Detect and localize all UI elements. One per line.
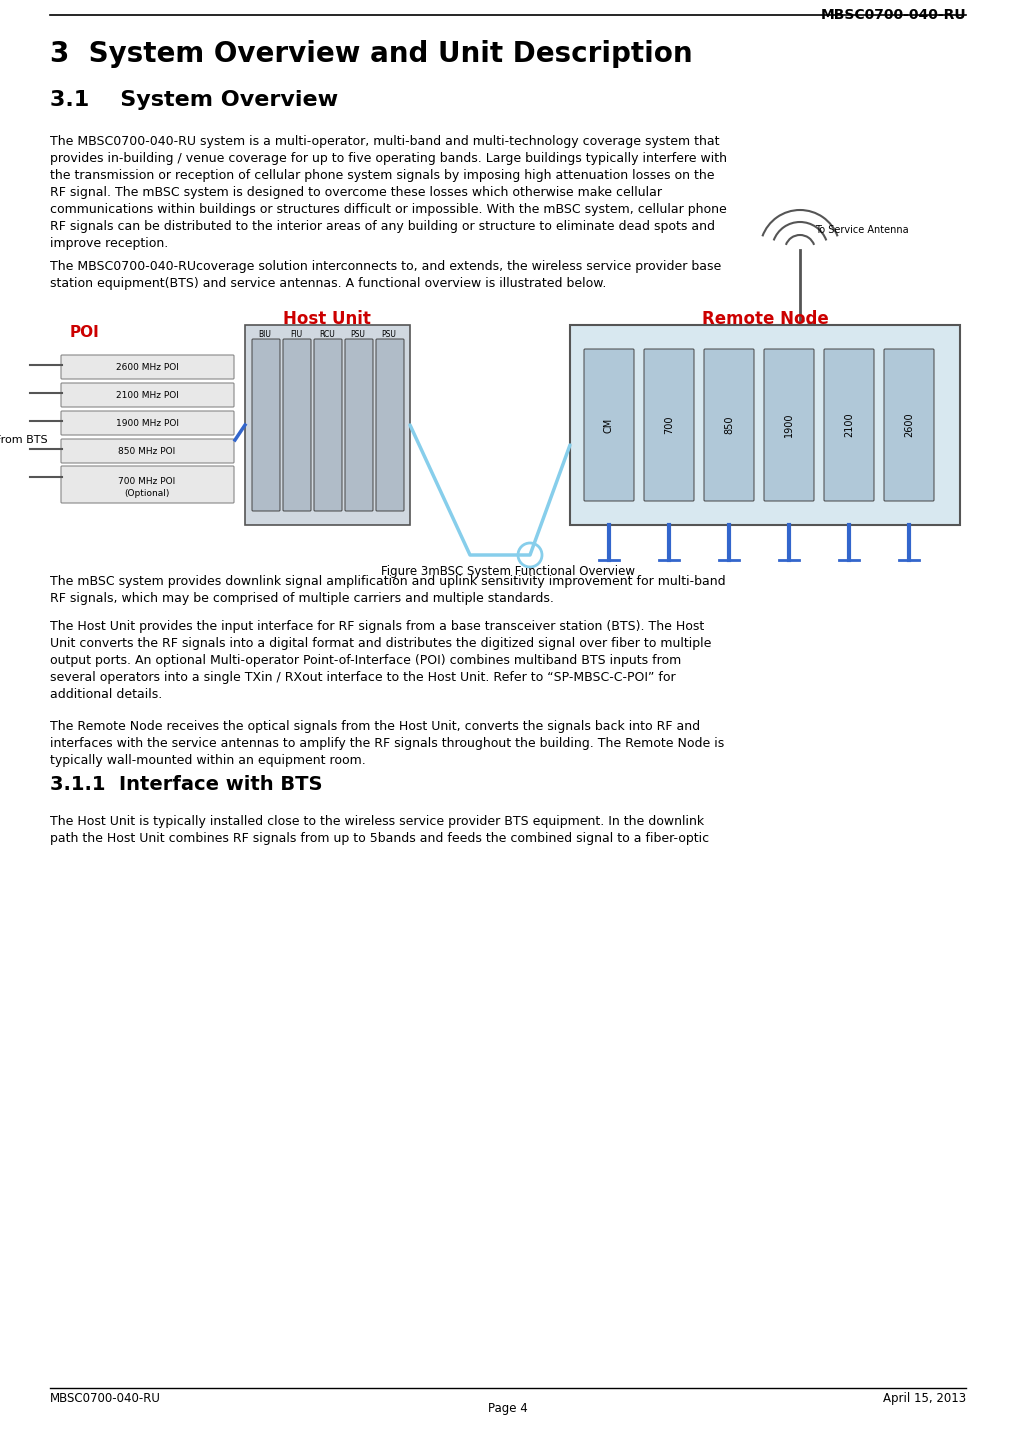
- Text: 700 MHz POI: 700 MHz POI: [119, 478, 176, 486]
- Text: PSU: PSU: [351, 330, 366, 339]
- Text: The MBSC0700-040-RU system is a multi-operator, multi-band and multi-technology : The MBSC0700-040-RU system is a multi-op…: [50, 134, 727, 250]
- Text: POI: POI: [70, 325, 100, 340]
- FancyBboxPatch shape: [61, 439, 234, 463]
- Text: FIU: FIU: [290, 330, 302, 339]
- Text: MBSC0700-040-RU: MBSC0700-040-RU: [820, 9, 966, 21]
- Text: The Host Unit provides the input interface for RF signals from a base transceive: The Host Unit provides the input interfa…: [50, 621, 711, 701]
- Text: MBSC0700-040-RU: MBSC0700-040-RU: [50, 1391, 161, 1406]
- FancyBboxPatch shape: [584, 349, 634, 500]
- Text: To Service Antenna: To Service Antenna: [815, 225, 908, 235]
- FancyBboxPatch shape: [704, 349, 754, 500]
- Text: 3.1.1  Interface with BTS: 3.1.1 Interface with BTS: [50, 775, 322, 794]
- Text: 850: 850: [724, 416, 734, 435]
- Text: 3  System Overview and Unit Description: 3 System Overview and Unit Description: [50, 40, 693, 69]
- Text: The mBSC system provides downlink signal amplification and uplink sensitivity im: The mBSC system provides downlink signal…: [50, 575, 725, 605]
- FancyBboxPatch shape: [61, 466, 234, 503]
- Text: Page 4: Page 4: [488, 1401, 528, 1416]
- Text: 2600: 2600: [904, 413, 914, 438]
- Text: 850 MHz POI: 850 MHz POI: [119, 446, 176, 456]
- FancyBboxPatch shape: [61, 383, 234, 408]
- Text: The Remote Node receives the optical signals from the Host Unit, converts the si: The Remote Node receives the optical sig…: [50, 719, 724, 766]
- FancyBboxPatch shape: [345, 339, 373, 511]
- Text: The Host Unit is typically installed close to the wireless service provider BTS : The Host Unit is typically installed clo…: [50, 815, 709, 845]
- Text: (Optional): (Optional): [124, 489, 170, 499]
- FancyBboxPatch shape: [570, 325, 960, 525]
- FancyBboxPatch shape: [824, 349, 874, 500]
- Text: 2600 MHz POI: 2600 MHz POI: [116, 362, 179, 372]
- FancyBboxPatch shape: [61, 355, 234, 379]
- Text: 1900 MHz POI: 1900 MHz POI: [116, 419, 179, 428]
- Text: CM: CM: [604, 418, 614, 433]
- FancyBboxPatch shape: [283, 339, 311, 511]
- Text: The MBSC0700-040-RUcoverage solution interconnects to, and extends, the wireless: The MBSC0700-040-RUcoverage solution int…: [50, 260, 721, 290]
- FancyBboxPatch shape: [61, 410, 234, 435]
- Text: April 15, 2013: April 15, 2013: [883, 1391, 966, 1406]
- Text: BIU: BIU: [258, 330, 271, 339]
- Text: Remote Node: Remote Node: [702, 310, 828, 327]
- Text: 1900: 1900: [784, 413, 793, 438]
- Text: PSU: PSU: [382, 330, 396, 339]
- Text: Host Unit: Host Unit: [283, 310, 371, 327]
- Text: RCU: RCU: [319, 330, 335, 339]
- FancyBboxPatch shape: [764, 349, 814, 500]
- Text: 2100: 2100: [844, 413, 854, 438]
- Text: From BTS: From BTS: [0, 435, 48, 445]
- FancyBboxPatch shape: [376, 339, 404, 511]
- FancyBboxPatch shape: [245, 325, 410, 525]
- Text: 2100 MHz POI: 2100 MHz POI: [116, 390, 179, 399]
- Text: Figure 3mBSC System Functional Overview: Figure 3mBSC System Functional Overview: [381, 565, 635, 578]
- FancyBboxPatch shape: [644, 349, 694, 500]
- Text: 3.1    System Overview: 3.1 System Overview: [50, 90, 338, 110]
- FancyBboxPatch shape: [252, 339, 280, 511]
- FancyBboxPatch shape: [314, 339, 342, 511]
- Text: 700: 700: [664, 416, 674, 435]
- FancyBboxPatch shape: [884, 349, 934, 500]
